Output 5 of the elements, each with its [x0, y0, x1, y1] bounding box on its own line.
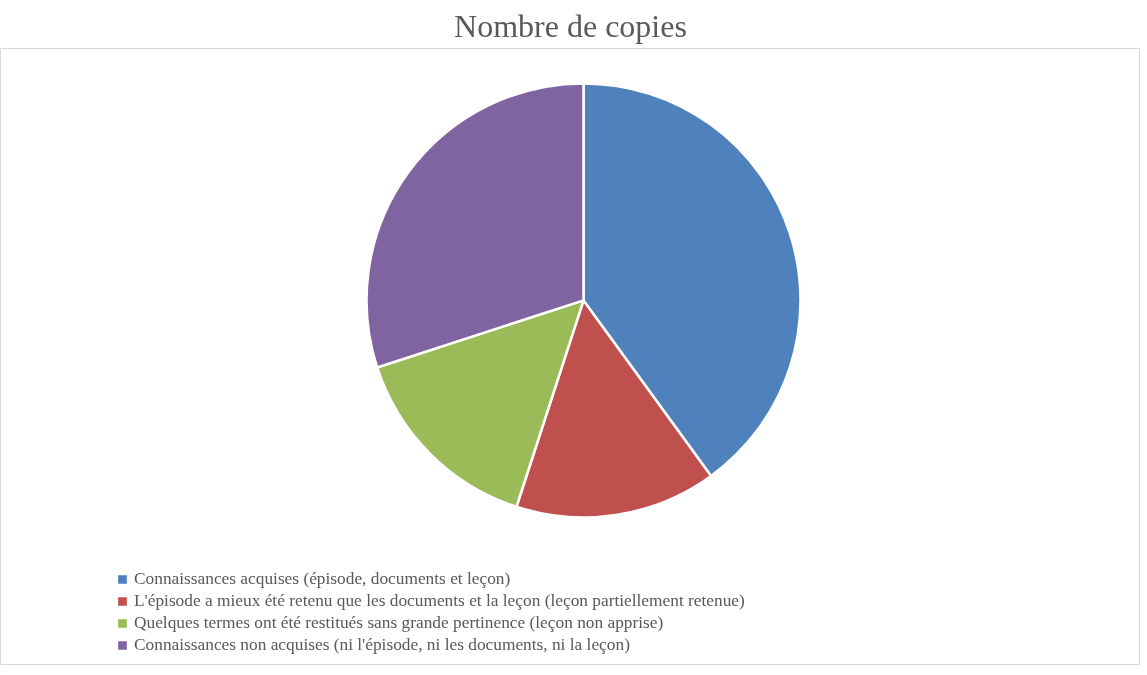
legend-label: Connaissances acquises (épisode, documents et leçon) — [134, 569, 511, 589]
legend-label: Quelques termes ont été restitués sans grande pertinence (leçon non apprise) — [134, 613, 664, 633]
legend-label: L'épisode a mieux été retenu que les documents et la leçon (leçon partiellement retenue) — [134, 591, 745, 611]
chart-title: Nombre de copies — [454, 7, 687, 44]
legend-label: Connaissances non acquises (ni l'épisode, ni les documents, ni la leçon) — [134, 635, 630, 655]
